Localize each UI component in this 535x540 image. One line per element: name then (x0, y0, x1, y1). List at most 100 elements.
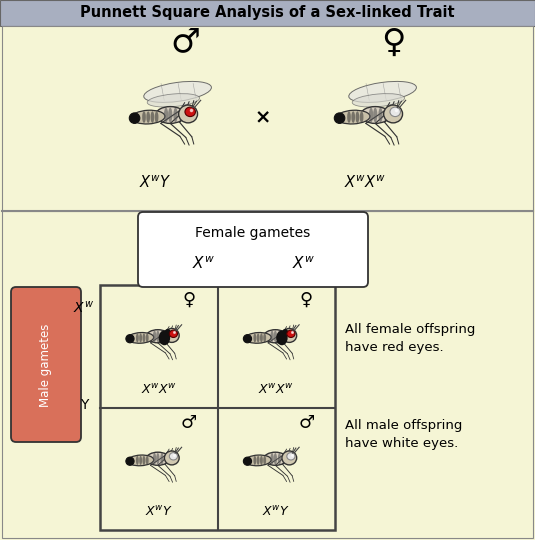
FancyBboxPatch shape (11, 287, 81, 442)
Ellipse shape (274, 453, 277, 464)
Text: ♂: ♂ (170, 25, 200, 58)
Ellipse shape (147, 330, 170, 343)
Text: $X^w$: $X^w$ (192, 256, 215, 272)
Text: ♂: ♂ (298, 414, 315, 431)
Text: ♂: ♂ (181, 414, 197, 431)
Ellipse shape (243, 335, 251, 343)
Ellipse shape (127, 455, 154, 466)
Ellipse shape (185, 107, 195, 117)
Ellipse shape (136, 456, 139, 465)
Ellipse shape (160, 453, 164, 464)
Text: ♀: ♀ (300, 291, 313, 309)
Ellipse shape (164, 328, 179, 342)
Text: $X^wY$: $X^wY$ (145, 505, 173, 519)
Ellipse shape (164, 107, 168, 123)
Ellipse shape (147, 452, 170, 465)
Text: Punnett Square Analysis of a Sex-linked Trait: Punnett Square Analysis of a Sex-linked … (80, 5, 454, 21)
Ellipse shape (140, 442, 181, 453)
Ellipse shape (257, 320, 298, 330)
Ellipse shape (282, 329, 288, 337)
Bar (2, 26, 533, 211)
Ellipse shape (263, 333, 266, 342)
Text: ♀: ♀ (182, 291, 195, 309)
Ellipse shape (264, 330, 287, 343)
Ellipse shape (349, 82, 416, 103)
Ellipse shape (170, 330, 178, 338)
Text: ♀: ♀ (381, 25, 405, 58)
Ellipse shape (142, 333, 146, 342)
Ellipse shape (287, 453, 295, 460)
Ellipse shape (147, 111, 150, 123)
Text: $X^wY$: $X^wY$ (139, 175, 171, 191)
Ellipse shape (142, 456, 146, 465)
Ellipse shape (144, 82, 211, 103)
Ellipse shape (155, 111, 158, 123)
Ellipse shape (337, 110, 370, 124)
Ellipse shape (170, 453, 178, 460)
Ellipse shape (369, 107, 373, 123)
Text: $X^wY$: $X^wY$ (262, 505, 290, 519)
Ellipse shape (129, 113, 140, 124)
Text: Y: Y (80, 398, 88, 412)
Ellipse shape (384, 105, 402, 123)
Ellipse shape (282, 451, 297, 465)
Ellipse shape (153, 330, 156, 342)
Ellipse shape (260, 333, 263, 342)
Ellipse shape (257, 456, 259, 465)
Ellipse shape (270, 453, 274, 464)
Text: Male gametes: Male gametes (40, 323, 52, 407)
Ellipse shape (164, 451, 179, 465)
Ellipse shape (254, 456, 256, 465)
Ellipse shape (263, 456, 266, 465)
Ellipse shape (146, 456, 149, 465)
Text: $X^wX^w$: $X^wX^w$ (141, 382, 177, 396)
Bar (0, 0, 535, 26)
Ellipse shape (351, 111, 355, 123)
Ellipse shape (278, 330, 281, 342)
Ellipse shape (270, 330, 274, 342)
Ellipse shape (160, 330, 164, 342)
Ellipse shape (168, 107, 172, 123)
Ellipse shape (146, 333, 149, 342)
Ellipse shape (264, 452, 287, 465)
Ellipse shape (245, 455, 271, 466)
Ellipse shape (153, 453, 156, 464)
Ellipse shape (164, 329, 171, 337)
Ellipse shape (127, 333, 154, 343)
Ellipse shape (352, 93, 404, 107)
Ellipse shape (126, 457, 134, 465)
Ellipse shape (156, 106, 185, 124)
Text: Female gametes: Female gametes (195, 226, 311, 240)
Ellipse shape (156, 330, 159, 342)
Ellipse shape (139, 456, 142, 465)
Ellipse shape (126, 335, 134, 343)
Ellipse shape (173, 107, 178, 123)
Ellipse shape (260, 456, 263, 465)
Ellipse shape (245, 333, 271, 343)
Ellipse shape (137, 433, 190, 449)
Text: All male offspring
have white eyes.: All male offspring have white eyes. (345, 420, 462, 450)
Ellipse shape (390, 107, 401, 117)
Ellipse shape (140, 320, 181, 330)
Ellipse shape (142, 111, 146, 123)
Ellipse shape (257, 442, 298, 453)
Ellipse shape (159, 330, 170, 345)
Bar (100, 285, 335, 530)
Text: All female offspring
have red eyes.: All female offspring have red eyes. (345, 322, 476, 354)
Ellipse shape (255, 310, 308, 326)
Ellipse shape (282, 328, 297, 342)
Text: $X^wX^w$: $X^wX^w$ (258, 382, 294, 396)
Ellipse shape (274, 330, 277, 342)
Ellipse shape (156, 453, 159, 464)
Ellipse shape (150, 111, 154, 123)
Ellipse shape (278, 453, 281, 464)
Bar (2, 211, 533, 538)
Ellipse shape (137, 310, 190, 326)
Ellipse shape (147, 93, 200, 107)
Text: $X^wX^w$: $X^wX^w$ (344, 175, 386, 191)
Ellipse shape (136, 333, 139, 342)
Text: $X^w$: $X^w$ (292, 256, 315, 272)
Ellipse shape (287, 330, 295, 338)
FancyBboxPatch shape (138, 212, 368, 287)
Ellipse shape (334, 113, 345, 124)
